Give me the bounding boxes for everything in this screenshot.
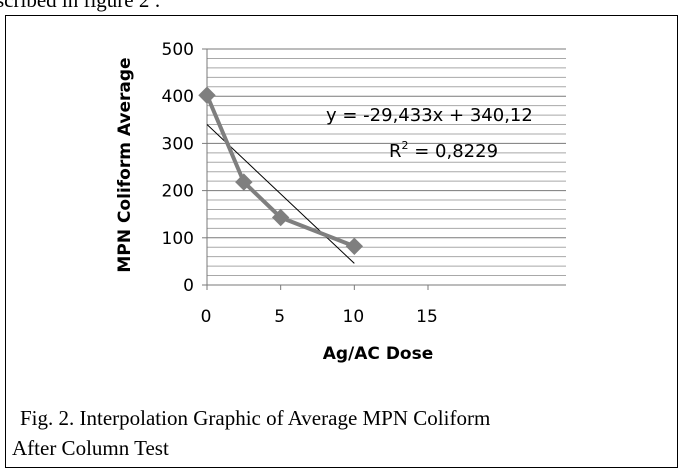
caption-line-2: After Column Test xyxy=(12,436,169,460)
trendline-group xyxy=(206,124,355,264)
r-squared-prefix: R xyxy=(389,141,402,162)
caption-line-1: Fig. 2. Interpolation Graphic of Average… xyxy=(20,406,490,430)
x-tick-label: 0 xyxy=(201,307,212,327)
data-point xyxy=(235,173,253,191)
x-tick-label: 15 xyxy=(416,307,438,327)
r-squared-sup: 2 xyxy=(402,139,409,152)
y-tick-label: 100 xyxy=(162,229,194,249)
data-point xyxy=(271,208,290,227)
trendline xyxy=(206,124,355,264)
x-tick-labels: 0 5 10 15 xyxy=(201,307,438,327)
y-tick-label: 300 xyxy=(162,134,194,154)
x-tick-label: 5 xyxy=(274,307,285,327)
series-group xyxy=(198,86,364,256)
data-point xyxy=(198,86,216,104)
data-point xyxy=(345,237,364,256)
r-squared-label: R2 = 0,8229 xyxy=(389,139,498,162)
y-tick-label: 200 xyxy=(162,182,194,202)
grid xyxy=(207,48,566,286)
series-line xyxy=(205,94,356,249)
y-tick-label: 400 xyxy=(162,87,194,107)
r-squared-value: = 0,8229 xyxy=(409,141,499,162)
y-tick-label: 500 xyxy=(162,40,194,60)
trendline-equation: y = -29,433x + 340,12 xyxy=(326,105,533,126)
chart: 0 100 200 300 400 500 0 5 10 15 y = -29,433x + 3… xyxy=(115,40,566,364)
x-tick-label: 10 xyxy=(343,307,365,327)
x-axis-title: Ag/AC Dose xyxy=(323,344,434,364)
y-tick-label: 0 xyxy=(183,276,194,296)
top-text: scribed in figure 2 : xyxy=(0,0,160,12)
y-tick-labels: 0 100 200 300 400 500 xyxy=(162,40,194,296)
y-axis-title: MPN Coliform Average xyxy=(115,57,135,272)
